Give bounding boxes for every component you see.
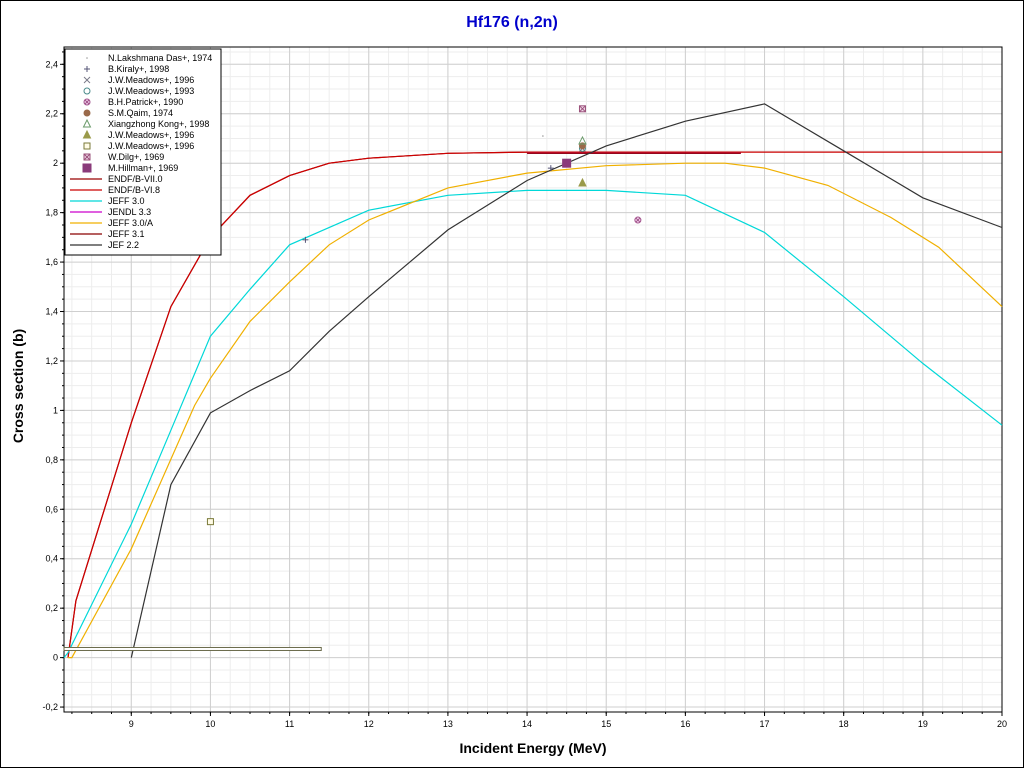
data-point: [82, 118, 92, 128]
point-x-b: [579, 105, 586, 113]
data-point: [86, 57, 88, 59]
data-point: [302, 236, 309, 243]
data-point: [83, 98, 91, 106]
legend-label: J.W.Meadows+, 1993: [108, 86, 194, 96]
data-point: [578, 135, 587, 145]
data-point: [82, 163, 92, 173]
x-tick-label: 11: [285, 719, 294, 729]
y-tick-label: 1,6: [45, 257, 58, 267]
x-tick-label: 20: [997, 719, 1007, 729]
point-x-b: [83, 76, 91, 84]
legend-label: N.Lakshmana Das+, 1974: [108, 53, 212, 63]
y-tick-label: 0,8: [45, 455, 58, 465]
series-line: [130, 103, 1003, 658]
y-tick-label: 0,2: [45, 603, 58, 613]
x-tick-label: 9: [129, 719, 134, 729]
legend-label: J.W.Meadows+, 1996: [108, 75, 194, 85]
y-tick-label: -0,2: [42, 702, 58, 712]
point-x-b: [84, 99, 90, 105]
y-tick-label: 1,2: [45, 356, 58, 366]
data-point: [84, 66, 90, 72]
data-point: [83, 153, 91, 161]
data-point: [578, 105, 586, 113]
point-dot: [542, 135, 544, 137]
data-point: [542, 135, 544, 137]
data-point: [206, 518, 214, 526]
data-point: [562, 158, 572, 168]
data-point: [83, 76, 91, 84]
legend-label: B.Kiraly+, 1998: [108, 64, 169, 74]
y-tick-label: 1,4: [45, 307, 58, 317]
y-tick-label: 0,6: [45, 504, 58, 514]
legend-label: JEF 2.2: [108, 240, 139, 250]
legend-label: W.Dilg+, 1969: [108, 152, 164, 162]
legend-label: B.H.Patrick+, 1990: [108, 97, 183, 107]
grid-lines: [64, 47, 1003, 712]
legend-label: JEFF 3.1: [108, 229, 145, 239]
series-lines: [63, 103, 1003, 659]
point-dot: [86, 57, 88, 59]
annotation-layer: [63, 646, 322, 651]
series-line: [67, 151, 1002, 658]
point-circle: [83, 109, 91, 117]
series-line: [63, 189, 1003, 658]
data-point: [578, 177, 587, 187]
x-tick-label: 13: [443, 719, 453, 729]
x-tick-label: 18: [839, 719, 849, 729]
chart-title: Hf176 (n,2n): [466, 14, 558, 31]
point-square: [206, 518, 214, 526]
point-square: [83, 142, 91, 150]
x-tick-label: 19: [918, 719, 928, 729]
y-tick-label: 1,8: [45, 208, 58, 218]
x-tick-label: 10: [205, 719, 215, 729]
data-point: [83, 109, 91, 117]
legend-label: J.W.Meadows+, 1996: [108, 141, 194, 151]
point-triangle: [578, 177, 587, 187]
data-point: [634, 216, 642, 224]
x-tick-label: 16: [680, 719, 690, 729]
legend-label: ENDF/B-VI.8: [108, 185, 160, 195]
point-triangle: [82, 118, 92, 128]
axes: 9 10 11 12 13 14 15 16 17 18 19 20-0,200,20,40,60,8…: [42, 46, 1007, 729]
legend-label: S.M.Qaim, 1974: [108, 108, 173, 118]
y-tick-label: 2,2: [45, 109, 58, 119]
point-x-b: [83, 153, 91, 161]
x-tick-label: 17: [760, 719, 770, 729]
legend-label: ENDF/B-VII.0: [108, 174, 163, 184]
y-tick-label: 0,4: [45, 554, 58, 564]
x-axis-label: Incident Energy (MeV): [459, 740, 607, 756]
x-tick-label: 15: [601, 719, 611, 729]
y-tick-label: 0: [53, 653, 58, 663]
y-tick-label: 2: [53, 158, 58, 168]
data-point: [82, 129, 92, 139]
annotation-bar: [63, 646, 322, 651]
legend-label: JEFF 3.0: [108, 196, 145, 206]
legend-label: M.Hillman+, 1969: [108, 163, 178, 173]
point-x-b: [635, 217, 641, 223]
point-circle: [83, 87, 91, 95]
point-square: [562, 158, 572, 168]
y-tick-label: 1: [53, 405, 58, 415]
legend-label: JEFF 3.0/A: [108, 218, 153, 228]
legend-box: [64, 48, 222, 256]
legend-label: Xiangzhong Kong+, 1998: [108, 119, 209, 129]
x-tick-label: 14: [522, 719, 532, 729]
point-triangle: [578, 135, 587, 145]
experimental-points: [206, 105, 642, 526]
x-tick-label: 12: [364, 719, 374, 729]
legend-label: JENDL 3.3: [108, 207, 151, 217]
data-point: [83, 87, 91, 95]
data-point: [83, 142, 91, 150]
y-tick-label: 2,4: [45, 59, 58, 69]
point-triangle: [82, 129, 92, 139]
legend-label: J.W.Meadows+, 1996: [108, 130, 194, 140]
series-line: [68, 162, 1003, 659]
data-point: [547, 165, 554, 172]
plot-border: [63, 46, 1003, 713]
point-square: [82, 163, 92, 173]
